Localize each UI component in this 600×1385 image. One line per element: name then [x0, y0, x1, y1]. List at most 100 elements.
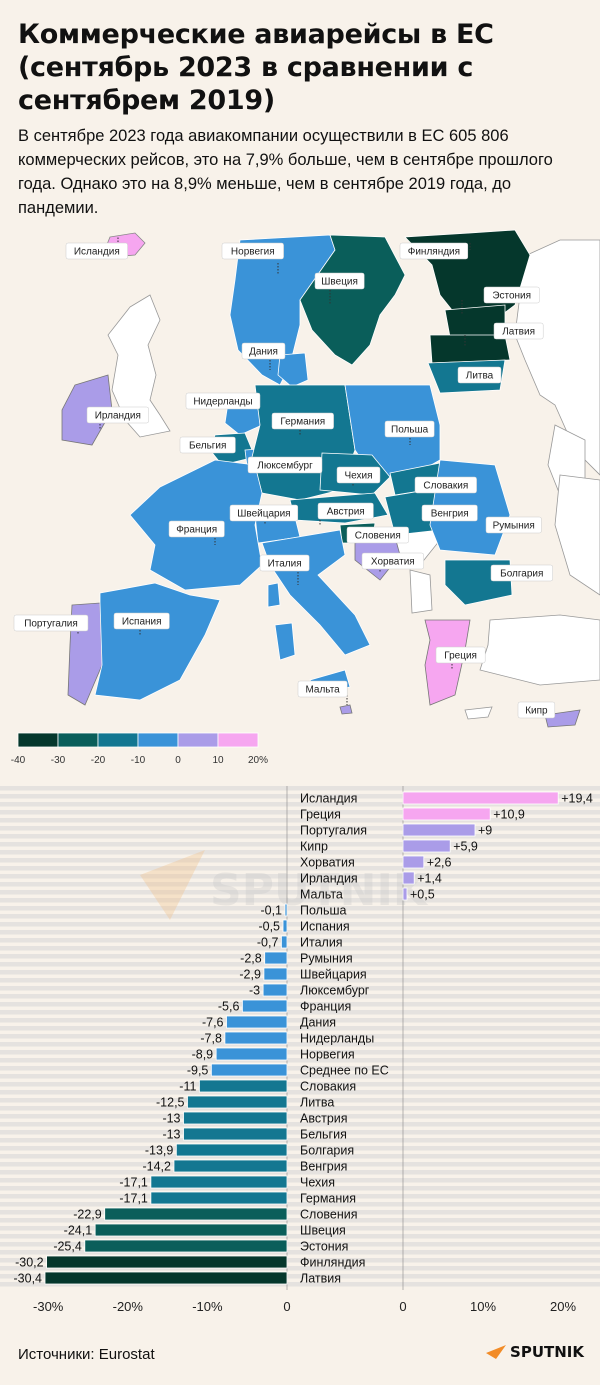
bar-row: -22,9 Словения [73, 1208, 357, 1222]
map-label: Нидерланды [185, 392, 261, 410]
svg-text:Финляндия: Финляндия [408, 247, 460, 258]
map-label: Франция [168, 520, 225, 538]
x-tick-label: -20% [113, 1299, 144, 1314]
map-label: Ирландия [86, 406, 149, 424]
svg-text:Исландия: Исландия [74, 247, 120, 258]
map-labels: Исландия Норвегия Финляндия Швеция Эстония Ла… [13, 237, 556, 719]
bar [281, 935, 288, 949]
bar-row: -12,5 Литва [156, 1096, 334, 1110]
bar-row: -7,6 Дания [202, 1016, 336, 1030]
bar [183, 1127, 288, 1141]
bar-category-label: Дания [300, 1016, 336, 1030]
bar-category-label: Люксембург [300, 984, 370, 998]
map-label: Хорватия [361, 552, 424, 570]
bar-value-label: +0,5 [410, 888, 435, 902]
bar-row: -0,7 Италия [257, 936, 343, 950]
svg-text:Ирландия: Ирландия [95, 411, 141, 422]
bar [226, 1015, 288, 1029]
bar-value-label: -0,5 [258, 920, 280, 934]
bar-row: -24,1 Швеция [64, 1224, 346, 1238]
watermark: SPUTNIK [140, 850, 429, 920]
bar-row: -13 Бельгия [162, 1128, 346, 1142]
svg-text:Португалия: Португалия [24, 619, 78, 630]
map-malta [339, 704, 353, 715]
map-label: Дания [241, 342, 286, 360]
svg-text:Австрия: Австрия [327, 507, 365, 518]
map-label: Греция [435, 646, 486, 664]
bar-row: -13,9 Болгария [145, 1144, 354, 1158]
bar-row: -30,2 Финляндия [15, 1256, 365, 1270]
bar [402, 807, 491, 821]
bar-value-label: -2,8 [240, 952, 262, 966]
page-title: Коммерческие авиарейсы в ЕС (сентябрь 20… [18, 19, 494, 116]
map-latvia [429, 334, 511, 364]
bar-category-label: Литва [300, 1096, 334, 1110]
bar [183, 1111, 288, 1125]
svg-text:Люксембург: Люксембург [257, 460, 313, 472]
europe-map: Исландия Норвегия Финляндия Швеция Эстония Ла… [11, 229, 600, 766]
bar [282, 919, 288, 933]
bar [46, 1255, 288, 1269]
svg-text:Норвегия: Норвегия [231, 247, 275, 258]
bar-value-label: -5,6 [218, 1000, 240, 1014]
svg-text:Румыния: Румыния [493, 521, 535, 532]
bar-value-label: -22,9 [73, 1208, 102, 1222]
chart-bars: +19,4 Исландия +10,9 Греция +9 Португалия +5,9… [14, 792, 593, 1286]
bar-category-label: Хорватия [300, 856, 355, 870]
map-label: Исландия [65, 242, 128, 260]
map-label: Финляндия [399, 242, 469, 260]
map-label: Австрия [317, 502, 374, 520]
svg-text:Швейцария: Швейцария [237, 509, 290, 520]
map-denmark [277, 352, 309, 388]
map-label: Германия [271, 412, 334, 430]
map-background-countries [107, 239, 600, 720]
map-label: Швейцария [229, 504, 299, 522]
bar-row: -30,4 Латвия [14, 1272, 341, 1286]
bar-row: -25,4 Эстония [53, 1240, 348, 1254]
source-note: Источники: Eurostat [18, 1346, 155, 1363]
bar-value-label: -11 [179, 1080, 196, 1094]
map-label: Мальта [297, 680, 348, 698]
bar-row: +0,5 Мальта [300, 888, 435, 902]
legend-tick: -10 [131, 755, 146, 766]
bar-value-label: -24,1 [64, 1224, 93, 1238]
brand-logo[interactable]: SPUTNIK [486, 1343, 584, 1361]
svg-text:Болгария: Болгария [500, 569, 543, 580]
map-label: Латвия [493, 322, 544, 340]
bar-row: +1,4 Ирландия [300, 872, 442, 886]
bar-category-label: Словения [300, 1208, 358, 1222]
bar-value-label: +10,9 [493, 808, 525, 822]
bar [264, 951, 288, 965]
map-sweden [299, 234, 406, 366]
bar-value-label: -14,2 [142, 1160, 171, 1174]
map-spain [94, 582, 221, 701]
x-tick-label: 0 [399, 1299, 406, 1314]
bar [402, 871, 415, 885]
map-label: Венгрия [421, 504, 478, 522]
bar-category-label: Чехия [300, 1176, 335, 1190]
map-label: Чехия [336, 466, 381, 484]
bar-category-label: Румыния [300, 952, 353, 966]
legend-swatch [177, 732, 219, 748]
bar-row: -7,8 Нидерланды [200, 1032, 374, 1046]
map-label: Болгария [490, 564, 553, 582]
bar [187, 1095, 288, 1109]
bar-row: +2,6 Хорватия [300, 856, 452, 870]
bar-value-label: -7,6 [202, 1016, 224, 1030]
map-label: Италия [259, 554, 310, 572]
bar [402, 791, 559, 805]
map-sardinia [274, 622, 296, 661]
legend-tick: 0 [175, 755, 181, 766]
bar [262, 983, 288, 997]
bar [284, 903, 288, 917]
bar-row: -2,9 Швейцария [239, 968, 366, 982]
svg-text:Литва: Литва [466, 371, 494, 382]
watermark-text: SPUTNIK [210, 865, 429, 916]
bar [150, 1191, 288, 1205]
bar-value-label: -17,1 [119, 1176, 148, 1190]
map-label: Португалия [13, 614, 89, 632]
bar-value-label: -30,4 [14, 1272, 43, 1286]
bar-value-label: -7,8 [200, 1032, 222, 1046]
bar-category-label: Кипр [300, 840, 328, 854]
bar-category-label: Словакия [300, 1080, 356, 1094]
